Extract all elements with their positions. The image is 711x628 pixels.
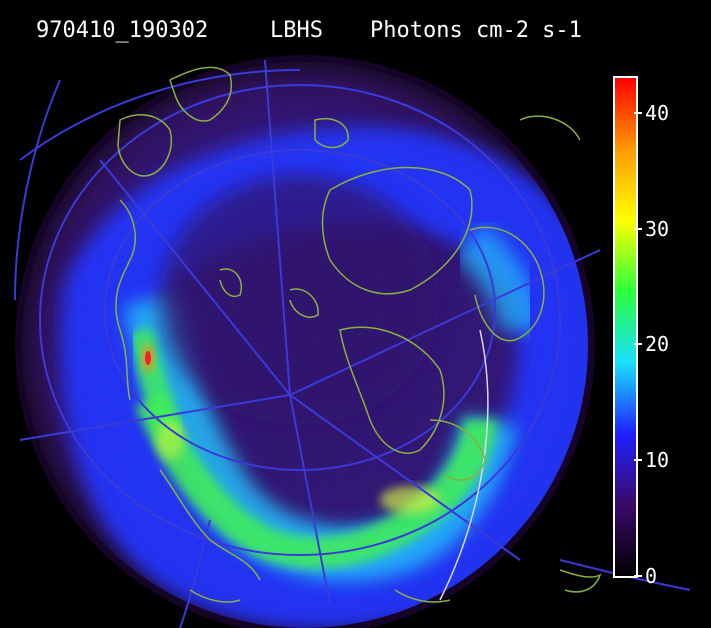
units-label: Photons cm-2 s-1 [370, 18, 582, 43]
band-label: LBHS [270, 18, 323, 43]
colorbar-tick-mark [634, 227, 642, 230]
colorbar-tick-label: 10 [645, 448, 670, 473]
colorbar-tick-label: 30 [645, 216, 670, 241]
colorbar-tick-mark [634, 111, 642, 114]
colorbar-tick-mark [634, 575, 642, 577]
colorbar-tick-mark [634, 343, 642, 346]
coastline-overlay [115, 66, 602, 603]
grid-overlay [14, 59, 691, 628]
colorbar-tick-label: 0 [645, 564, 658, 588]
colorbar-tick-label: 20 [645, 332, 670, 357]
timestamp-label: 970410_190302 [36, 18, 209, 43]
colorbar-tick-label: 40 [645, 100, 670, 125]
colorbar-tick-mark [634, 459, 642, 462]
colorbar [613, 76, 638, 578]
